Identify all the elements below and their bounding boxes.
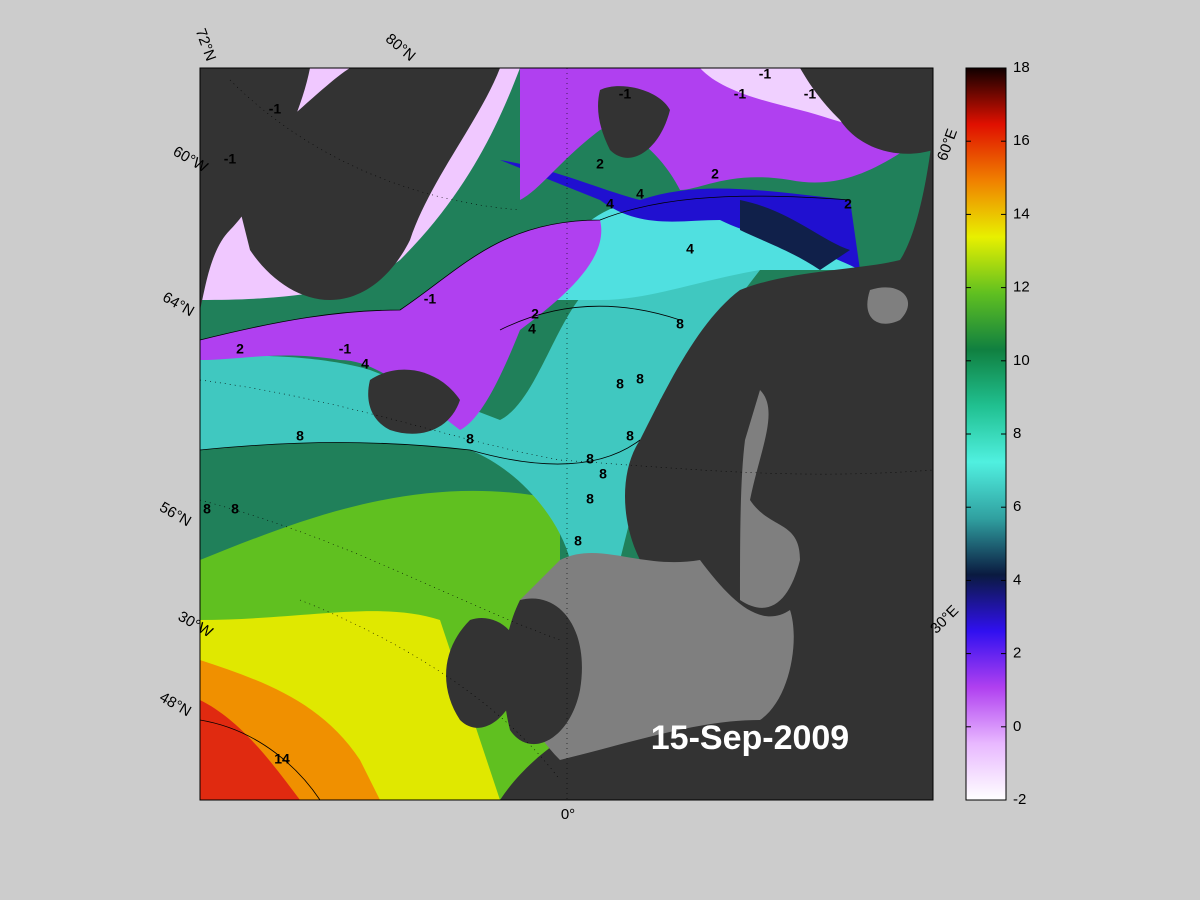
contour-label: 8 (586, 451, 594, 467)
plot-frame (199, 67, 934, 801)
graticule-label: 0° (561, 806, 575, 823)
sst-region (200, 259, 760, 560)
graticule-label: 56°N (157, 499, 195, 530)
contour-label: -1 (424, 291, 437, 307)
contour-label: 14 (274, 751, 290, 767)
white-sea (867, 287, 909, 324)
contour-label: 8 (626, 428, 634, 444)
colorbar-tick-label: 0 (1013, 718, 1021, 735)
land (368, 369, 460, 434)
colorbar-tick-label: 4 (1013, 571, 1021, 588)
contour-label: 4 (686, 241, 694, 257)
contour-label: 2 (711, 166, 719, 182)
contour-label: 8 (466, 431, 474, 447)
contour-label: 8 (296, 428, 304, 444)
contour-label: 8 (203, 501, 211, 517)
contour-label: -1 (224, 151, 237, 167)
contour-label: 8 (636, 371, 644, 387)
contour-label: 8 (586, 491, 594, 507)
graticule-label: 60°E (934, 127, 961, 164)
graticule-label: 72°N (192, 26, 219, 63)
land (598, 68, 933, 158)
contour-label: 2 (844, 196, 852, 212)
sst-region (200, 220, 602, 430)
colorbar-tick-label: 2 (1013, 645, 1021, 662)
graticule-label: 80°N (382, 30, 419, 65)
contours (200, 195, 851, 800)
colorbar-tick-label: 16 (1013, 132, 1030, 149)
contour-label: 8 (676, 316, 684, 332)
sst-region (740, 200, 850, 270)
graticule-label: 64°N (160, 289, 198, 320)
colorbar-ticks: -2 0 2 4 6 8 10 12 14 16 18 (966, 59, 1030, 808)
contour-label: 8 (231, 501, 239, 517)
contour-label: -1 (339, 341, 352, 357)
colorbar-tick-label: 18 (1013, 59, 1030, 76)
contour-label: 4 (636, 186, 644, 202)
contour-label: 2 (531, 306, 539, 322)
date-label: 15-Sep-2009 (651, 719, 849, 757)
colorbar-tick-label: 14 (1013, 205, 1030, 222)
shelf (512, 552, 794, 760)
land (446, 598, 582, 745)
contour-label: -1 (269, 101, 282, 117)
colorbar-tick-label: -2 (1013, 791, 1026, 808)
contour-label: 4 (528, 321, 536, 337)
colorbar-tick-label: 8 (1013, 425, 1021, 442)
graticule-label: 48°N (157, 689, 195, 720)
contour-label: -1 (734, 86, 747, 102)
contour-label: 8 (616, 376, 624, 392)
colorbar (965, 67, 1007, 801)
contour-label: -1 (804, 86, 817, 102)
colorbar-tick-label: 12 (1013, 279, 1030, 296)
contour-label: 8 (574, 533, 582, 549)
graticule (200, 68, 933, 800)
contour-label: 4 (361, 356, 369, 372)
land (200, 68, 500, 310)
baltic (740, 390, 800, 608)
map (200, 68, 933, 800)
contour-label: 2 (236, 341, 244, 357)
contour-label: -1 (759, 66, 772, 82)
sst-region (200, 700, 300, 800)
colorbar-tick-label: 10 (1013, 352, 1030, 369)
contour-label: -1 (619, 86, 632, 102)
land (500, 130, 933, 800)
sst-region (500, 160, 860, 270)
contour-label: 2 (596, 156, 604, 172)
colorbar-tick-label: 6 (1013, 498, 1021, 515)
contour-label: 8 (599, 466, 607, 482)
contour-label: 4 (606, 196, 614, 212)
